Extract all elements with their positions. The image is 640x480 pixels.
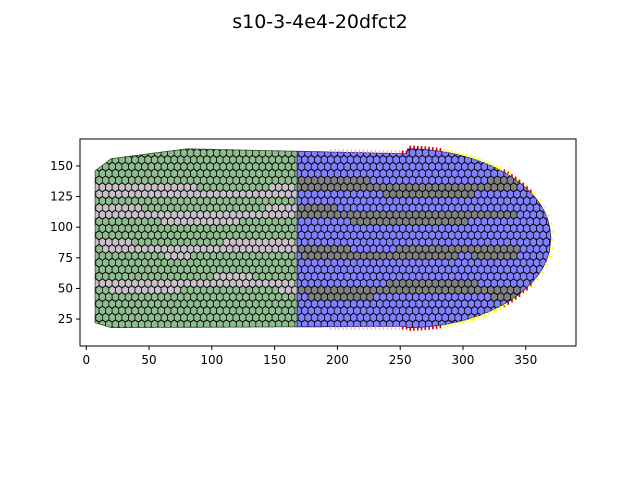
x-axis: 0 50 100 150 200 250 300 350: [82, 346, 537, 367]
blue-region: [297, 148, 551, 328]
x-tick-label: 250: [389, 353, 412, 367]
plot-area: [94, 148, 552, 328]
y-tick-label: 150: [50, 159, 73, 173]
axes-frame: [79, 138, 577, 347]
x-tick-label: 350: [514, 353, 537, 367]
x-tick-label: 50: [141, 353, 156, 367]
y-tick-label: 50: [58, 281, 73, 295]
y-axis: 25 50 75 100 125 150: [50, 159, 80, 326]
y-tick-label: 75: [58, 251, 73, 265]
x-tick-label: 0: [82, 353, 90, 367]
x-tick-label: 150: [263, 353, 286, 367]
x-tick-label: 200: [326, 353, 349, 367]
green-region: [95, 148, 298, 328]
y-tick-label: 100: [50, 220, 73, 234]
boundary-markers: [330, 145, 555, 331]
y-tick-label: 25: [58, 312, 73, 326]
chart-title: s10-3-4e4-20dfct2: [232, 11, 408, 33]
y-tick-label: 125: [50, 190, 73, 204]
x-tick-label: 300: [452, 353, 475, 367]
x-tick-label: 100: [200, 353, 223, 367]
